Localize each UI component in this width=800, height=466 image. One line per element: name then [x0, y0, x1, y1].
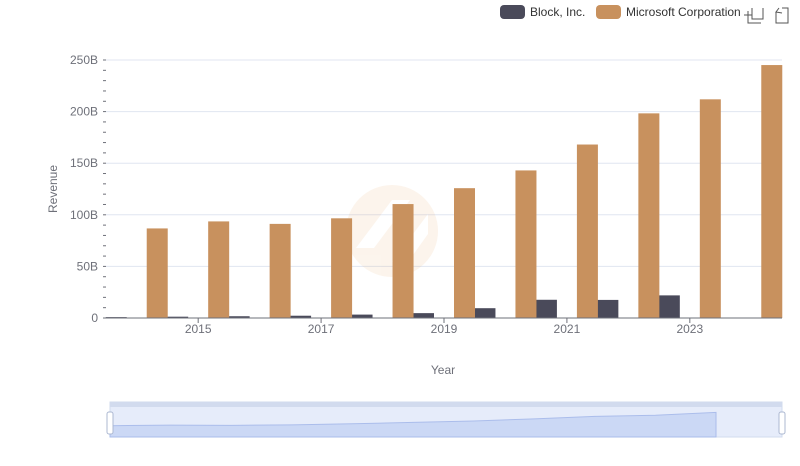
- legend-label: Block, Inc.: [530, 5, 585, 19]
- x-tick-label: 2021: [554, 322, 581, 336]
- bar-block-2020: [474, 308, 496, 318]
- bar-block-2019: [413, 313, 434, 318]
- y-tick-label: 200B: [70, 105, 98, 119]
- bar-microsoft-2015: [208, 221, 230, 318]
- x-tick-label: 2019: [431, 322, 458, 336]
- grid-lines: [106, 59, 782, 267]
- bar-microsoft-2020: [515, 170, 537, 318]
- bars: [105, 65, 783, 319]
- data-zoom-top-bar: [110, 402, 782, 407]
- bar-block-2021: [535, 299, 557, 318]
- legend-swatch: [596, 5, 621, 19]
- bar-block-2018: [351, 314, 373, 318]
- x-tick-label: 2017: [308, 322, 335, 336]
- y-tick-label: 0: [91, 311, 98, 325]
- legend-item-microsoft[interactable]: Microsoft Corporation: [596, 5, 741, 19]
- data-zoom-start-handle[interactable]: [106, 411, 114, 435]
- bar-block-2022: [597, 299, 619, 318]
- zoom-reset-icon[interactable]: [775, 7, 789, 24]
- bar-microsoft-2018: [392, 204, 414, 318]
- bar-block-2016: [228, 316, 250, 318]
- zoom-icon[interactable]: [744, 8, 764, 24]
- toolbox: [744, 7, 789, 24]
- bar-block-2017: [290, 315, 312, 318]
- legend-swatch: [500, 5, 525, 19]
- x-tick-label: 2023: [676, 322, 703, 336]
- bar-microsoft-2023: [699, 99, 721, 318]
- bar-microsoft-2016: [269, 223, 291, 318]
- bar-microsoft-2019: [454, 188, 475, 318]
- y-axis: 0 50B 100B 150B 200B 250B: [70, 53, 106, 325]
- logo-watermark-icon: [346, 185, 438, 277]
- bar-microsoft-2017: [331, 218, 353, 318]
- y-axis-label: Revenue: [46, 165, 60, 213]
- bar-microsoft-2022: [638, 113, 660, 318]
- x-tick-label: 2015: [185, 322, 212, 336]
- data-zoom-slider[interactable]: [106, 401, 786, 438]
- data-zoom-preview: [109, 411, 717, 438]
- x-axis: 2015 2017 2019 2021 2023: [106, 317, 782, 336]
- data-zoom-end-handle[interactable]: [778, 411, 786, 435]
- legend-item-block[interactable]: Block, Inc.: [500, 5, 585, 19]
- y-tick-label: 250B: [70, 53, 98, 67]
- y-tick-label: 100B: [70, 208, 98, 222]
- bar-block-2023: [658, 295, 680, 318]
- bar-microsoft-2021: [576, 144, 598, 318]
- y-tick-label: 150B: [70, 156, 98, 170]
- bar-microsoft-2014: [146, 228, 168, 318]
- legend: Block, Inc. Microsoft Corporation: [500, 5, 741, 19]
- x-axis-label: Year: [431, 363, 455, 377]
- bar-microsoft-2024: [761, 65, 783, 319]
- bar-block-2015: [167, 316, 189, 318]
- legend-label: Microsoft Corporation: [626, 5, 741, 19]
- y-tick-label: 50B: [77, 259, 98, 273]
